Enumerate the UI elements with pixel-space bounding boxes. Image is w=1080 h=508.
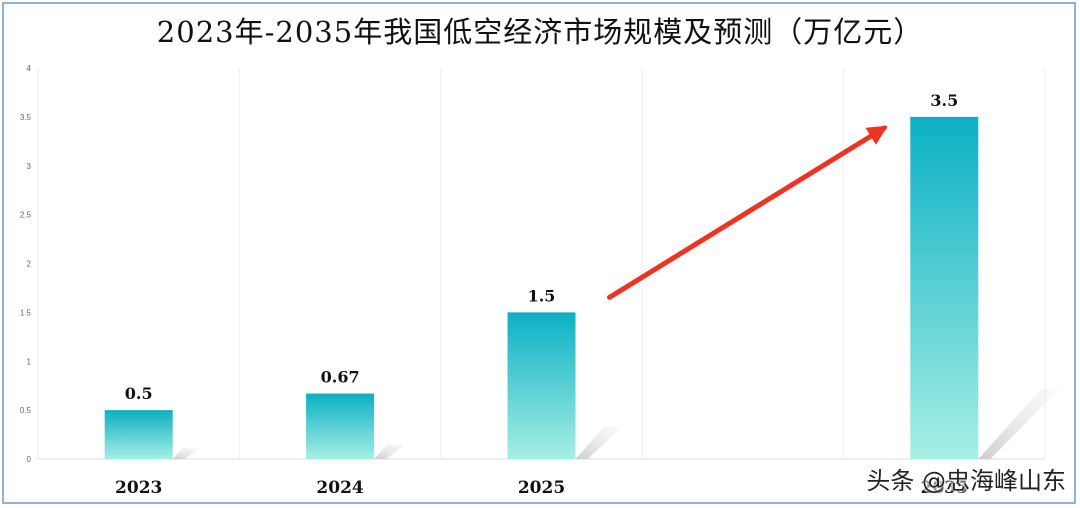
y-tick-label: 3 xyxy=(27,162,32,171)
bar-shadow xyxy=(172,448,201,459)
watermark: 头条 @忠海峰山东 xyxy=(866,467,1066,495)
data-label: 1.5 xyxy=(528,286,556,305)
bar-shadows xyxy=(172,389,1060,459)
bar-2023 xyxy=(104,410,173,459)
y-tick-label: 0.5 xyxy=(20,406,32,415)
bar-shadow xyxy=(978,389,1060,459)
bar-shadow xyxy=(374,444,406,459)
y-tick-label: 3.5 xyxy=(20,113,32,122)
y-tick-label: 1.5 xyxy=(20,308,32,317)
y-tick-label: 0 xyxy=(27,455,32,464)
x-tick-label: 2024 xyxy=(316,478,363,498)
data-labels: 0.5 0.67 1.5 3.5 xyxy=(125,91,958,403)
x-tick-label: 2023 xyxy=(115,478,162,498)
data-label: 0.5 xyxy=(125,384,153,403)
x-axis-labels: 2023 2024 2025 2035 xyxy=(115,478,968,498)
y-tick-label: 2.5 xyxy=(20,211,32,220)
x-tick-label: 2035 xyxy=(921,478,968,498)
data-label: 0.67 xyxy=(321,368,360,387)
y-tick-label: 2 xyxy=(27,260,32,269)
y-tick-label: 1 xyxy=(27,357,32,366)
trend-arrow xyxy=(607,125,888,300)
bar-2024 xyxy=(306,393,375,459)
y-tick-label: 4 xyxy=(27,64,32,73)
x-tick-label: 2025 xyxy=(518,478,565,498)
data-label: 3.5 xyxy=(930,91,958,110)
chart-title: 2023年-2035年我国低空经济市场规模及预测（万亿元） xyxy=(156,15,924,49)
y-axis-ticks: 0 0.5 1 1.5 2 2.5 3 3.5 4 xyxy=(20,64,32,464)
bar-2035 xyxy=(910,116,979,459)
bar-shadow xyxy=(575,426,623,459)
bar-2025 xyxy=(507,312,576,459)
bars xyxy=(104,116,979,459)
